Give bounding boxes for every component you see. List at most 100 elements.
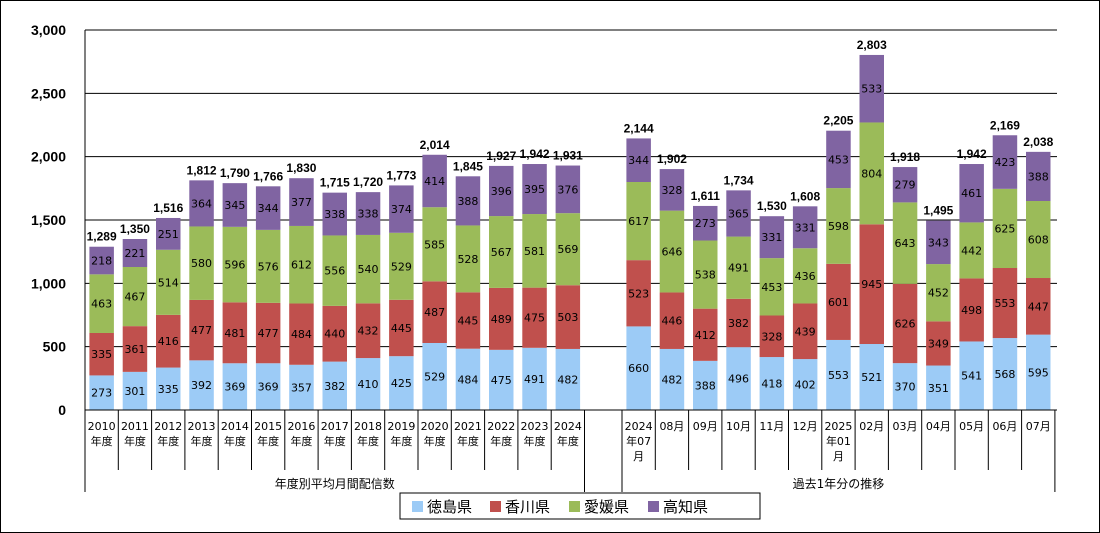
segment-value-label: 328 xyxy=(761,330,782,343)
bar-segment xyxy=(455,348,481,410)
segment-value-label: 344 xyxy=(258,202,279,215)
bar-segment xyxy=(726,190,751,237)
segment-value-label: 569 xyxy=(557,243,578,256)
segment-value-label: 529 xyxy=(424,370,445,383)
segment-value-label: 533 xyxy=(861,83,882,96)
y-tick-label: 3,000 xyxy=(31,22,66,38)
category-label: 年度 xyxy=(424,434,446,448)
bar-segment xyxy=(222,226,248,303)
total-value-label: 1,845 xyxy=(453,159,483,173)
bar-segment xyxy=(859,54,884,123)
legend-label: 高知県 xyxy=(663,498,708,516)
legend-swatch xyxy=(569,501,580,512)
segment-value-label: 598 xyxy=(828,220,849,233)
category-label: 05月 xyxy=(959,420,984,433)
segment-value-label: 445 xyxy=(457,315,478,328)
category-label: 年度 xyxy=(390,434,412,448)
bar-segment xyxy=(89,375,114,410)
bar-segment xyxy=(759,258,785,316)
y-tick-label: 1,000 xyxy=(31,275,66,291)
bar-segment xyxy=(322,235,347,306)
segment-value-label: 945 xyxy=(861,278,882,291)
segment-value-label: 218 xyxy=(91,255,112,268)
segment-value-label: 273 xyxy=(91,387,112,400)
bar-segment xyxy=(1026,151,1051,201)
segment-value-label: 432 xyxy=(358,325,379,338)
bar-segment xyxy=(759,216,785,259)
legend-swatch xyxy=(490,501,501,512)
bar-segment xyxy=(355,192,381,235)
category-label: 年度 xyxy=(557,434,579,448)
category-label: 年度 xyxy=(224,434,246,448)
category-label: 月 xyxy=(833,450,844,463)
category-label: 年度 xyxy=(490,434,512,448)
total-value-label: 2,014 xyxy=(420,138,450,152)
category-label: 2017 xyxy=(321,420,349,433)
segment-value-label: 365 xyxy=(728,207,749,220)
segment-value-label: 475 xyxy=(524,312,545,325)
segment-value-label: 514 xyxy=(158,276,179,289)
segment-value-label: 338 xyxy=(324,208,345,221)
segment-value-label: 436 xyxy=(795,270,816,283)
total-value-label: 2,803 xyxy=(857,38,887,52)
segment-value-label: 410 xyxy=(358,378,379,391)
y-tick-label: 2,500 xyxy=(31,85,66,101)
bar-segment xyxy=(422,154,447,208)
bar-segment xyxy=(222,183,248,227)
category-label: 年度 xyxy=(91,434,113,448)
segment-value-label: 388 xyxy=(1028,170,1049,183)
y-tick-label: 2,000 xyxy=(31,149,66,165)
total-value-label: 1,611 xyxy=(691,189,721,203)
bar-segment xyxy=(322,192,347,236)
category-label: 2024 xyxy=(554,420,582,433)
segment-value-label: 491 xyxy=(524,373,545,386)
total-value-label: 1,495 xyxy=(923,204,953,218)
segment-value-label: 412 xyxy=(695,329,716,342)
bar-segment xyxy=(355,358,381,410)
legend-label: 徳島県 xyxy=(427,498,472,516)
bar-segment xyxy=(626,138,651,182)
bar-segment xyxy=(156,249,181,315)
segment-value-label: 446 xyxy=(661,315,682,328)
segment-value-label: 540 xyxy=(358,263,379,276)
category-label: 2025 xyxy=(824,420,852,433)
segment-value-label: 396 xyxy=(491,185,512,198)
bar-segment xyxy=(892,202,918,284)
bar-segment xyxy=(926,365,951,410)
total-value-label: 1,902 xyxy=(657,152,687,166)
category-label: 年度 xyxy=(324,434,346,448)
bar-segment xyxy=(289,225,314,304)
bar-segment xyxy=(992,188,1018,269)
bar-segment xyxy=(792,248,818,304)
segment-value-label: 461 xyxy=(961,187,982,200)
segment-value-label: 335 xyxy=(158,383,179,396)
legend-label: 愛媛県 xyxy=(584,498,629,516)
legend-swatch xyxy=(648,501,659,512)
bar-segment xyxy=(289,303,314,365)
bar-segment xyxy=(726,298,751,348)
segment-value-label: 382 xyxy=(728,317,749,330)
total-value-label: 1,766 xyxy=(253,169,283,183)
bar-segment xyxy=(522,347,547,410)
segment-value-label: 331 xyxy=(795,221,816,234)
bar-segment xyxy=(122,371,148,410)
category-label: 年度 xyxy=(157,434,179,448)
bar-segment xyxy=(222,302,248,364)
category-label: 2024 xyxy=(625,420,653,433)
segment-value-label: 612 xyxy=(291,259,312,272)
bar-segment xyxy=(389,356,414,410)
bar-segment xyxy=(693,240,718,309)
total-value-label: 1,918 xyxy=(890,150,920,164)
segment-value-label: 617 xyxy=(628,215,649,228)
category-label: 03月 xyxy=(893,420,918,433)
y-tick-label: 500 xyxy=(43,339,67,355)
segment-value-label: 416 xyxy=(158,335,179,348)
segment-value-label: 364 xyxy=(191,197,212,210)
bar-segment xyxy=(156,314,181,368)
segment-value-label: 369 xyxy=(224,381,245,394)
segment-value-label: 382 xyxy=(324,380,345,393)
bar-segment xyxy=(89,274,114,333)
group-label: 年度別平均月間配信数 xyxy=(275,476,395,491)
segment-value-label: 601 xyxy=(828,296,849,309)
bar-segment xyxy=(422,342,447,410)
